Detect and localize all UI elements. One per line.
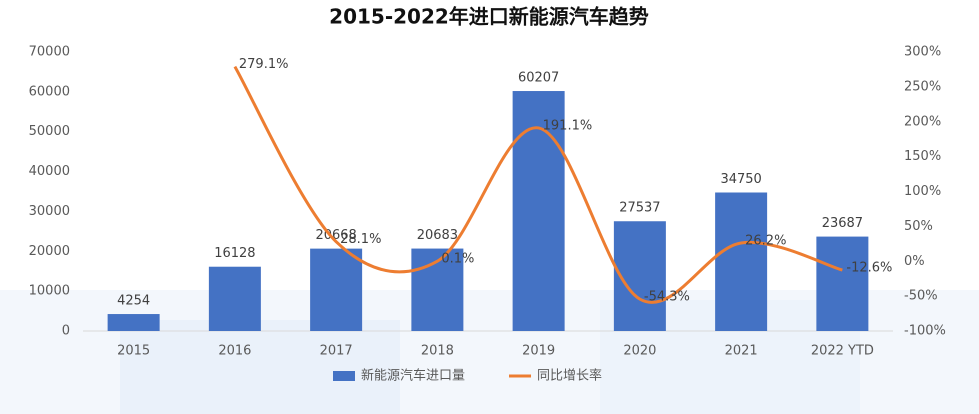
line-value-label: 279.1% (239, 57, 289, 72)
x-tick-label: 2021 (725, 344, 758, 359)
x-tick-label: 2016 (218, 344, 251, 359)
y-tick-label: 30000 (29, 204, 70, 219)
bar (310, 248, 363, 331)
legend-label: 新能源汽车进口量 (361, 368, 465, 384)
y-tick-label: 60000 (29, 84, 70, 99)
growth-line (233, 65, 843, 304)
chart-title: 2015-2022年进口新能源汽车趋势 (329, 5, 649, 29)
y2-tick-label: 100% (904, 184, 941, 199)
bar-value-label: 60207 (518, 71, 559, 86)
y2-tick-label: 50% (904, 219, 933, 234)
bar-value-label: 4254 (117, 294, 150, 309)
bar (715, 192, 768, 331)
y-tick-label: 40000 (29, 164, 70, 179)
y-tick-label: 0 (62, 324, 70, 339)
bar-value-label: 27537 (619, 201, 660, 216)
line-value-label: 26.2% (745, 233, 786, 248)
y2-tick-label: 250% (904, 79, 941, 94)
line-value-label: -54.3% (644, 290, 690, 305)
legend-label: 同比增长率 (537, 368, 602, 384)
y2-tick-label: 150% (904, 149, 941, 164)
line-value-label: 0.1% (441, 252, 474, 267)
bar (613, 221, 666, 331)
legend-swatch (333, 371, 355, 381)
line-value-label: -12.6% (846, 261, 892, 276)
x-tick-label: 2020 (623, 344, 656, 359)
bar-value-label: 16128 (214, 246, 255, 261)
x-tick-label: 2015 (117, 344, 150, 359)
y-tick-label: 50000 (29, 124, 70, 139)
x-tick-label: 2022 YTD (811, 344, 874, 359)
y-tick-label: 10000 (29, 284, 70, 299)
bar-value-label: 20683 (417, 228, 458, 243)
bar-value-label: 23687 (822, 216, 863, 231)
y-tick-label: 20000 (29, 244, 70, 259)
y2-tick-label: 0% (904, 254, 925, 269)
y2-tick-label: 300% (904, 45, 941, 60)
y2-tick-label: -50% (904, 289, 938, 304)
y2-tick-label: -100% (904, 324, 946, 339)
bar (208, 266, 261, 331)
line-value-label: 28.1% (340, 232, 381, 247)
x-tick-label: 2017 (320, 344, 353, 359)
y-tick-label: 70000 (29, 45, 70, 60)
bar-value-label: 34750 (720, 172, 761, 187)
bar (512, 91, 565, 331)
x-tick-label: 2018 (421, 344, 454, 359)
bar (107, 314, 160, 331)
x-tick-label: 2019 (522, 344, 555, 359)
background-shape (120, 320, 400, 414)
y2-tick-label: 200% (904, 114, 941, 129)
line-value-label: 191.1% (543, 118, 593, 133)
bar (816, 236, 869, 331)
